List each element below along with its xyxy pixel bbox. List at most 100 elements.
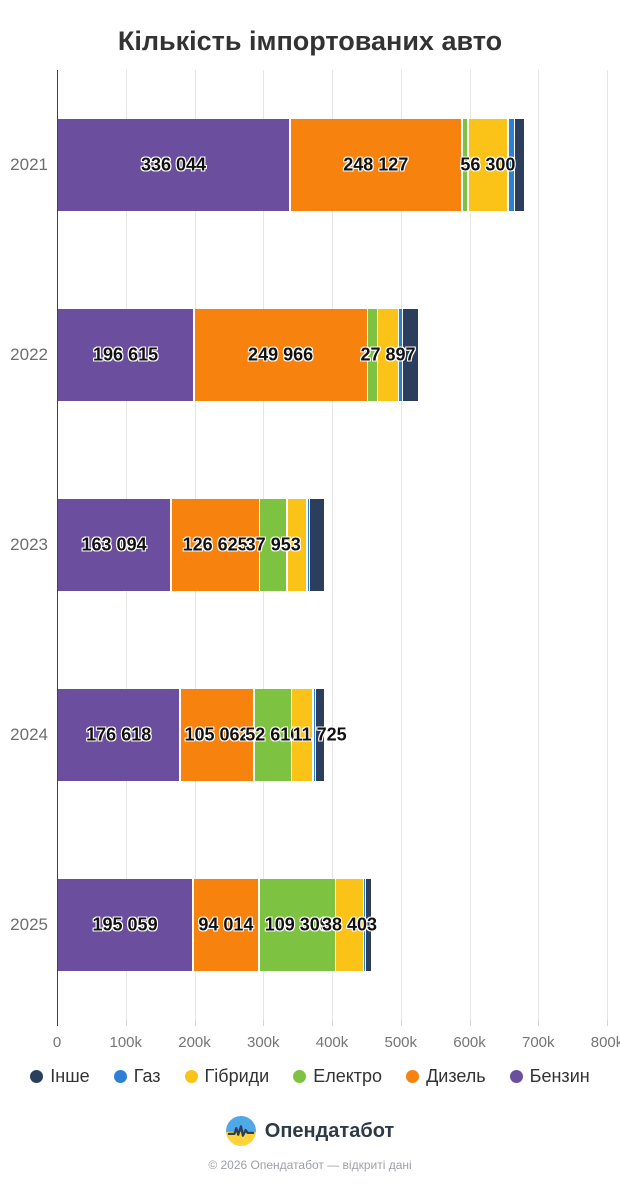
gridline-400k <box>332 70 333 1020</box>
x-axis-label-100k: 100k <box>109 1034 143 1051</box>
data-label-Гібриди-2025: 38 403 <box>322 914 378 935</box>
x-axis-label-800k: 800k <box>590 1034 620 1051</box>
bar-segment-Інше-2025[interactable] <box>366 879 371 971</box>
bar-segment-Газ-2022[interactable] <box>399 309 402 401</box>
data-label-Інше-2024: 11 725 <box>292 724 347 745</box>
legend-dot-icon-Гібриди <box>184 1070 198 1083</box>
bar-segment-Гібриди-2024[interactable] <box>292 689 313 781</box>
data-label-Електро-2023: 37 953 <box>245 534 301 555</box>
stacked-bar-2021: 336 044 248 127 56 300 <box>58 119 525 211</box>
bar-segment-Електро-2025[interactable]: 109 309 <box>259 879 335 971</box>
stacked-bar-2023: 163 094 126 625 37 953 <box>58 499 325 591</box>
year-label-2024: 2024 <box>10 725 48 744</box>
bar-segment-Інше-2021[interactable] <box>515 119 525 211</box>
year-label-2025: 2025 <box>10 915 48 934</box>
bar-segment-Дизель-2023[interactable]: 126 625 <box>171 499 259 591</box>
legend-dot-icon-Інше <box>30 1070 44 1083</box>
legend-item-Гібриди[interactable]: Гібриди <box>184 1066 270 1087</box>
bar-segment-Електро-2022[interactable] <box>368 309 377 401</box>
chart-row-2022: 2022 196 615 249 966 27 897 <box>0 260 620 450</box>
legend-dot-icon-Дизель <box>406 1070 420 1083</box>
bar-segment-Гібриди-2022[interactable]: 27 897 <box>361 309 416 401</box>
bar-segment-Бензин-2025[interactable]: 195 059 <box>58 879 193 971</box>
opendatabot-logo-icon <box>225 1116 256 1146</box>
x-axis-label-200k: 200k <box>178 1034 211 1051</box>
bar-segment-Бензин-2022[interactable]: 196 615 <box>58 309 194 401</box>
bar-segment-Дизель-2021[interactable]: 248 127 <box>290 119 462 211</box>
legend-item-Дизель[interactable]: Дизель <box>406 1066 486 1087</box>
legend-item-Газ[interactable]: Газ <box>113 1066 161 1087</box>
bar-segment-Електро-2023[interactable]: 37 953 <box>246 499 301 591</box>
bar-segment-Бензин-2024[interactable]: 176 618 <box>58 689 180 781</box>
stacked-bar-2025: 195 059 94 014 109 309 38 403 <box>58 879 377 971</box>
chart-row-2023: 2023 163 094 126 625 37 953 <box>0 450 620 640</box>
legend-label-Гібриди: Гібриди <box>204 1066 270 1086</box>
gridline-700k <box>538 70 540 1020</box>
legend-label-Інше: Інше <box>50 1066 90 1086</box>
bar-segment-Бензин-2021[interactable]: 336 044 <box>58 119 290 211</box>
bar-segment-Гібриди-2021[interactable]: 56 300 <box>460 119 515 211</box>
axis-tick-700k <box>538 1020 540 1026</box>
data-label-Дизель-2024: 105 062 <box>184 724 250 745</box>
axis-tick-100k <box>125 1020 127 1026</box>
bar-segment-Інше-2024[interactable]: 11 725 <box>293 689 347 781</box>
bar-segment-Газ-2025[interactable] <box>364 879 365 971</box>
legend-dot-icon-Бензин <box>509 1070 523 1083</box>
legend-dot-icon-Електро <box>293 1070 307 1083</box>
year-label-2023: 2023 <box>10 535 48 554</box>
axis-tick-300k <box>263 1020 265 1026</box>
legend-label-Бензин: Бензин <box>529 1066 590 1086</box>
legend-item-Бензин[interactable]: Бензин <box>509 1066 590 1087</box>
y-axis-line <box>57 70 58 1026</box>
bar-segment-Електро-2024[interactable]: 52 610 <box>245 689 300 781</box>
bar-segment-Гібриди-2023[interactable] <box>287 499 307 591</box>
bar-segment-Інше-2023[interactable] <box>310 499 325 591</box>
data-label-Гібриди-2021: 56 300 <box>460 154 516 175</box>
axis-tick-600k <box>469 1020 471 1026</box>
legend-item-Інше[interactable]: Інше <box>30 1066 90 1087</box>
plot-area: 0 100k 200k 300k 400k 500k 600k 700k 800k 2021 336… <box>0 70 620 1076</box>
chart-row-2024: 2024 176 618 105 062 52 610 11 725 <box>0 640 620 830</box>
gridline-800k <box>607 70 608 1020</box>
chart-row-2025: 2025 195 059 94 014 109 309 38 403 <box>0 830 620 1020</box>
bar-segment-Дизель-2022[interactable]: 249 966 <box>194 309 367 401</box>
data-label-Гібриди-2022: 27 897 <box>360 344 416 365</box>
data-label-Дизель-2023: 126 625 <box>182 534 248 555</box>
data-label-Електро-2025: 109 309 <box>264 914 330 935</box>
data-label-Бензин-2025: 195 059 <box>92 914 158 935</box>
bar-segment-Дизель-2024[interactable]: 105 062 <box>180 689 254 781</box>
chart-row-2021: 2021 336 044 248 127 56 300 <box>0 70 620 260</box>
legend-dot-icon-Газ <box>113 1070 127 1083</box>
axis-tick-800k <box>607 1020 608 1026</box>
x-axis-label-600k: 600k <box>453 1034 486 1051</box>
gridline-600k <box>469 70 471 1020</box>
bar-segment-Газ-2021[interactable] <box>508 119 514 211</box>
stacked-bar-2024: 176 618 105 062 52 610 11 725 <box>58 689 347 781</box>
bar-segment-Газ-2024[interactable] <box>313 689 315 781</box>
axis-tick-400k <box>332 1020 333 1026</box>
legend-label-Дизель: Дизель <box>426 1066 486 1086</box>
x-axis-label-500k: 500k <box>384 1034 418 1051</box>
stacked-bar-2022: 196 615 249 966 27 897 <box>58 309 419 401</box>
data-label-Дизель-2025: 94 014 <box>198 914 254 935</box>
brand-footer[interactable]: Опендатабот <box>0 1116 620 1146</box>
x-axis-label-700k: 700k <box>521 1034 555 1051</box>
year-label-2022: 2022 <box>10 345 48 364</box>
legend-item-Електро[interactable]: Електро <box>293 1066 382 1087</box>
brand-name: Опендатабот <box>264 1119 395 1142</box>
data-label-Бензин-2022: 196 615 <box>93 344 159 365</box>
bar-segment-Гібриди-2025[interactable]: 38 403 <box>322 879 377 971</box>
data-label-Бензин-2021: 336 044 <box>140 154 207 175</box>
bar-segment-Електро-2021[interactable] <box>462 119 468 211</box>
legend-label-Газ: Газ <box>133 1066 161 1086</box>
bar-segment-Дизель-2025[interactable]: 94 014 <box>193 879 259 971</box>
bar-segment-Газ-2023[interactable] <box>307 499 309 591</box>
bar-segment-Інше-2022[interactable] <box>403 309 419 401</box>
x-axis-label-400k: 400k <box>315 1034 349 1051</box>
axis-tick-500k <box>400 1020 402 1026</box>
legend-label-Електро: Електро <box>313 1066 383 1086</box>
chart-title: Кількість імпортованих авто <box>117 26 503 56</box>
copyright-note: © 2026 Опендатабот — відкриті дані <box>208 1158 412 1172</box>
bar-segment-Бензин-2023[interactable]: 163 094 <box>58 499 171 591</box>
